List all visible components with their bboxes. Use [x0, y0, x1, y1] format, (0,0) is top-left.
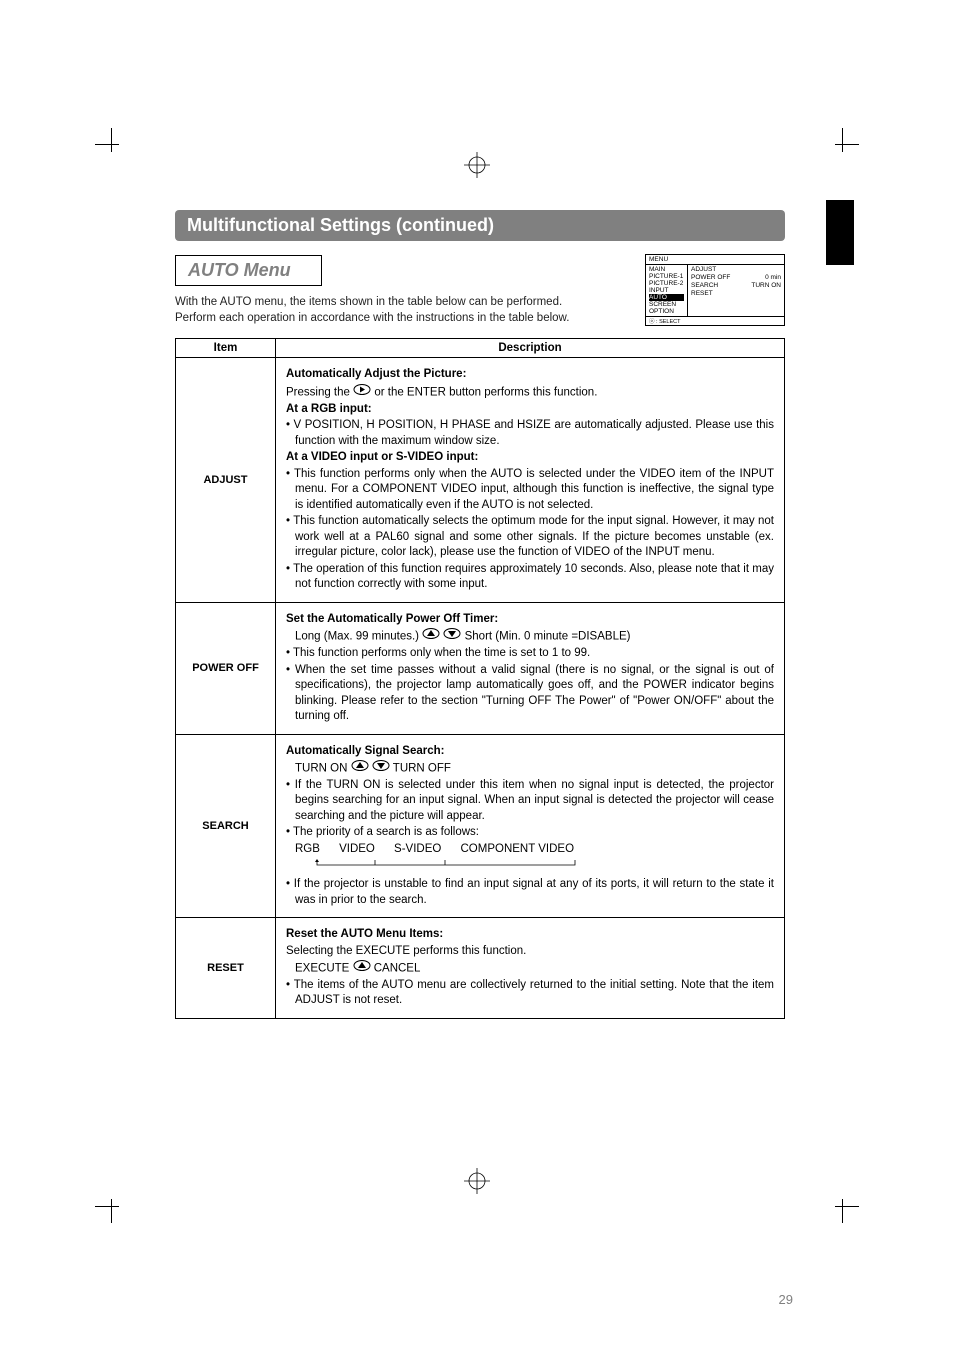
line: Selecting the EXECUTE performs this func… [286, 944, 774, 960]
th-desc: Description [276, 339, 785, 358]
bullet: • This function automatically selects th… [286, 514, 774, 561]
line: TURN ON TURN OFF [286, 760, 774, 777]
sequence: RGB VIDEO S-VIDEO COMPONENT VIDEO [286, 842, 774, 858]
crop-mark [95, 1189, 129, 1223]
heading: Reset the AUTO Menu Items: [286, 927, 774, 943]
section-title-box: AUTO Menu [175, 255, 322, 286]
item-reset: RESET [176, 918, 276, 1019]
bullet: • The priority of a search is as follows… [286, 825, 774, 841]
subheading: At a RGB input: [286, 402, 774, 418]
menu-left-item: PICTURE-1 [649, 273, 684, 280]
desc-reset: Reset the AUTO Menu Items: Selecting the… [276, 918, 785, 1019]
crop-mark [95, 128, 129, 162]
table-row: RESET Reset the AUTO Menu Items: Selecti… [176, 918, 785, 1019]
bullet: • If the projector is unstable to find a… [286, 877, 774, 908]
intro-p2: Perform each operation in accordance wit… [175, 310, 595, 326]
menu-left-item: AUTO [649, 294, 684, 301]
down-oval-icon [372, 760, 390, 777]
registration-mark [464, 152, 490, 183]
item-poweroff: POWER OFF [176, 602, 276, 734]
right-oval-icon [353, 384, 371, 401]
menu-left-column: MAINPICTURE-1PICTURE-2INPUTAUTOSCREENOPT… [646, 265, 688, 316]
table-row: ADJUST Automatically Adjust the Picture:… [176, 358, 785, 603]
item-search: SEARCH [176, 734, 276, 917]
bullet: • V POSITION, H POSITION, H PHASE and HS… [286, 418, 774, 449]
menu-screenshot: MENU MAINPICTURE-1PICTURE-2INPUTAUTOSCRE… [645, 254, 785, 326]
down-oval-icon [443, 628, 461, 645]
bullet: • When the set time passes without a val… [286, 663, 774, 725]
settings-table: Item Description ADJUST Automatically Ad… [175, 338, 785, 1019]
table-row: SEARCH Automatically Signal Search: TURN… [176, 734, 785, 917]
crop-mark [825, 1189, 859, 1223]
registration-mark [464, 1168, 490, 1199]
banner-title: Multifunctional Settings (continued) [175, 210, 785, 241]
item-adjust: ADJUST [176, 358, 276, 603]
menu-left-item: OPTION [649, 308, 684, 315]
heading: Set the Automatically Power Off Timer: [286, 612, 774, 628]
bullet: • This function performs only when the t… [286, 646, 774, 662]
menu-left-item: PICTURE-2 [649, 280, 684, 287]
heading: Automatically Signal Search: [286, 744, 774, 760]
desc-adjust: Automatically Adjust the Picture: Pressi… [276, 358, 785, 603]
menu-right-item: SEARCHTURN ON [691, 282, 781, 289]
intro-text: With the AUTO menu, the items shown in t… [175, 294, 595, 326]
menu-right-item: POWER OFF0 min [691, 274, 781, 281]
bullet: • The operation of this function require… [286, 562, 774, 593]
up-oval-icon [353, 960, 371, 977]
subheading: At a VIDEO input or S-VIDEO input: [286, 450, 774, 466]
table-row: POWER OFF Set the Automatically Power Of… [176, 602, 785, 734]
line: Pressing the or the ENTER button perform… [286, 384, 774, 401]
menu-header: MENU [646, 255, 784, 265]
heading: Automatically Adjust the Picture: [286, 367, 774, 383]
menu-right-column: ADJUSTPOWER OFF0 minSEARCHTURN ONRESET [688, 265, 784, 316]
bullet: • The items of the AUTO menu are collect… [286, 978, 774, 1009]
menu-left-item: SCREEN [649, 301, 684, 308]
bullet: • This function performs only when the A… [286, 467, 774, 514]
desc-poweroff: Set the Automatically Power Off Timer: L… [276, 602, 785, 734]
menu-left-item: MAIN [649, 266, 684, 273]
bullet: • If the TURN ON is selected under this … [286, 778, 774, 825]
section-title: AUTO Menu [188, 260, 291, 280]
th-item: Item [176, 339, 276, 358]
line: EXECUTE CANCEL [286, 960, 774, 977]
sequence-arrows [286, 859, 774, 877]
side-tab-marker [826, 200, 854, 265]
crop-mark [825, 128, 859, 162]
menu-footer: ⓞ : SELECT [646, 316, 784, 325]
menu-left-item: INPUT [649, 287, 684, 294]
up-oval-icon [351, 760, 369, 777]
menu-right-item: RESET [691, 290, 781, 297]
menu-right-item: ADJUST [691, 266, 781, 273]
page-number: 29 [779, 1292, 793, 1307]
intro-p1: With the AUTO menu, the items shown in t… [175, 294, 595, 310]
line: Long (Max. 99 minutes.) Short (Min. 0 mi… [286, 628, 774, 645]
up-oval-icon [422, 628, 440, 645]
desc-search: Automatically Signal Search: TURN ON TUR… [276, 734, 785, 917]
